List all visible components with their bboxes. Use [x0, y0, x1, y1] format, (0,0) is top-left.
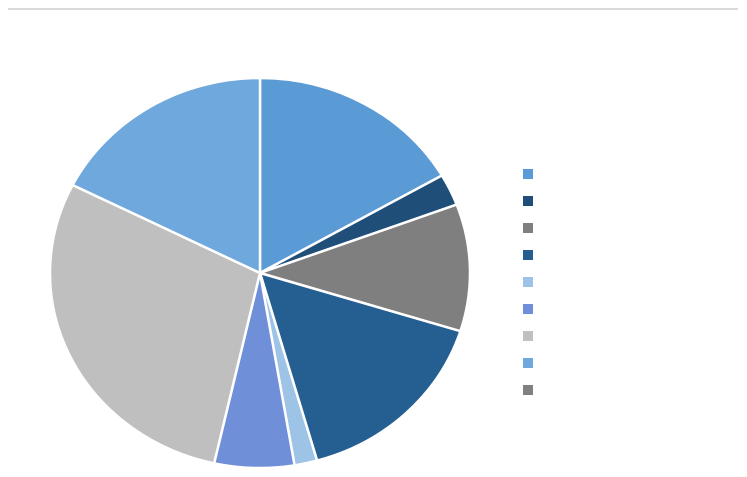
pie-slices: [48, 76, 472, 470]
legend-item-1: [523, 187, 733, 214]
legend-item-8: [523, 376, 733, 403]
legend-swatch-4: [523, 276, 533, 287]
legend-item-5: [523, 295, 733, 322]
pie-slice-7: [70, 76, 262, 275]
legend-swatch-1: [523, 195, 533, 206]
legend-swatch-0: [523, 168, 533, 179]
legend-swatch-5: [523, 303, 533, 314]
legend-swatch-2: [523, 222, 533, 233]
legend-item-4: [523, 268, 733, 295]
legend-item-7: [523, 349, 733, 376]
pie-slice-2: [255, 203, 472, 333]
pie-slice-3: [258, 271, 463, 463]
pie-slice-6: [48, 183, 262, 465]
legend-swatch-6: [523, 330, 533, 341]
legend-swatch-3: [523, 249, 533, 260]
chart-legend: [523, 160, 733, 403]
legend-swatch-7: [523, 357, 533, 368]
chart-frame: [8, 8, 738, 470]
legend-item-2: [523, 214, 733, 241]
pie-chart: [48, 76, 472, 470]
legend-item-3: [523, 241, 733, 268]
legend-item-0: [523, 160, 733, 187]
pie-slice-0: [258, 76, 444, 276]
legend-swatch-8: [523, 384, 533, 395]
legend-item-6: [523, 322, 733, 349]
